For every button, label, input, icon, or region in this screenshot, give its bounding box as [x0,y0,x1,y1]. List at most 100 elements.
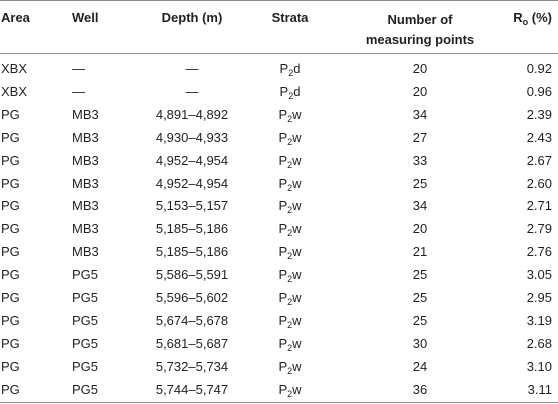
table-cell: 2.60 [526,175,552,191]
subscript: 2 [287,342,293,353]
subscript: 2 [287,297,293,307]
text-part: w [292,290,302,305]
table-cell: P2d [250,61,330,78]
table-cell: 2.71 [526,198,552,214]
text-part: P [278,198,288,214]
table-cell: P2w [250,175,330,193]
table-cell: 2.43 [526,129,552,145]
table-cell: — [72,83,85,99]
header-rule [0,53,558,54]
text-part: P [278,358,288,374]
table-cell: PG5 [72,290,99,305]
text-part: w [292,381,302,397]
table-cell: 5,586–5,591 [155,267,229,283]
header-cell: Ro (%) [482,10,552,27]
table-cell: 4,952–4,954 [155,152,229,168]
table-cell: 5,185–5,186 [155,221,229,237]
subscript: 2 [287,182,293,193]
table-cell: PG [1,290,20,305]
table-cell: P2w [250,358,330,376]
table-cell: 20 [412,61,428,76]
table-cell: 36 [412,381,428,397]
text-part: w [292,267,302,283]
subscript: 2 [287,113,293,124]
table-cell: P2w [250,106,330,124]
table-cell: MB3 [72,175,99,191]
table-cell: P2w [250,198,330,215]
table-cell: P2w [250,221,330,238]
table-cell: MB3 [72,106,99,122]
table-cell: 3.11 [527,381,552,397]
subscript: 2 [287,251,293,262]
text-part: w [292,175,302,191]
text-part: w [292,335,302,351]
table-cell: 34 [412,106,428,122]
text-part: P [278,244,288,260]
table-cell: 3.10 [526,358,552,374]
subscript: 2 [287,159,293,170]
text-part: P [278,175,288,191]
text-part: R [513,10,523,25]
text-part: d [293,61,301,76]
text-part: P [278,312,288,328]
text-part: w [292,129,302,145]
table-cell: PG [1,106,20,122]
table-cell: PG [1,152,20,168]
table-cell: PG [1,221,20,237]
table-cell: P2w [250,335,330,353]
text-part: w [292,106,302,122]
text-part: d [293,83,301,99]
table-cell: PG [1,244,20,260]
table-cell: 20 [412,83,428,99]
table-cell: 27 [412,129,428,145]
table-cell: 2.79 [526,221,552,237]
table-cell: P2w [250,153,330,170]
table-cell: 2.67 [526,152,552,168]
header-cell: Number of measuring points [365,12,475,47]
table-cell: PG [1,267,20,283]
subscript: 2 [287,319,293,330]
table-cell: MB3 [72,152,99,168]
text-part: w [292,312,302,328]
bottom-rule [0,402,558,403]
table-cell: PG5 [72,381,99,397]
table-cell: 34 [412,198,428,214]
table-cell: PG [1,312,20,328]
table-cell: 20 [412,221,428,237]
table-cell: P2w [250,312,330,330]
subscript: 2 [287,136,293,147]
table-cell: P2w [250,267,330,284]
table-cell: 5,153–5,157 [155,198,229,214]
table-cell: — [185,61,199,76]
table-cell: 24 [412,358,428,374]
table-cell: 25 [412,267,428,283]
text-part: P [278,267,288,283]
table-cell: PG5 [72,335,99,351]
text-part: P [278,221,288,237]
subscript: o [522,17,529,27]
subscript: 2 [287,365,293,376]
subscript: 2 [288,68,294,78]
table-cell: 33 [412,152,428,168]
table-cell: 2.68 [526,335,552,351]
table-cell: XBX [1,83,28,99]
text-part: P [278,290,288,305]
table-cell: 2.39 [526,106,552,122]
table-cell: PG [1,175,20,191]
text-part: w [292,358,302,374]
table-cell: P2w [250,381,330,399]
header-cell: Depth (m) [161,10,223,25]
table-cell: 5,744–5,747 [155,381,229,397]
table-cell: MB3 [72,129,99,145]
table-cell: 5,674–5,678 [155,312,229,328]
header-cell: Strata [271,10,309,25]
subscript: 2 [288,90,294,101]
table-cell: MB3 [72,198,99,214]
table-cell: MB3 [72,244,99,260]
header-cell: Area [1,10,30,25]
table-cell: 4,891–4,892 [155,106,229,122]
subscript: 2 [287,388,293,399]
table-cell: MB3 [72,221,99,237]
table-cell: 30 [412,335,428,351]
table-cell: 21 [412,244,428,260]
